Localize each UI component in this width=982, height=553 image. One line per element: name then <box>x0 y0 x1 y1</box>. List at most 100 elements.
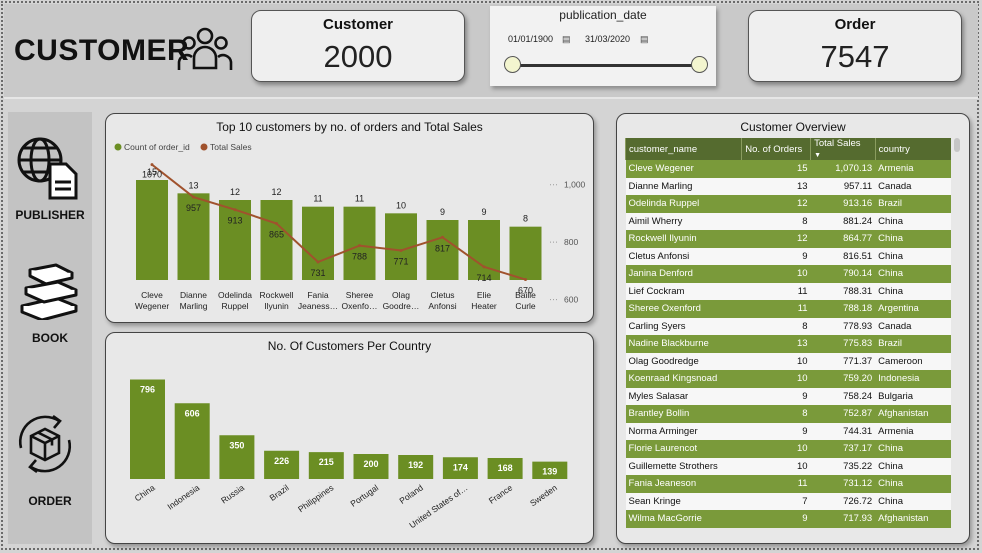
total-sales-cell: 758.24 <box>810 387 876 405</box>
line-data-label: 913 <box>227 216 242 226</box>
sidebar-item-publisher[interactable]: PUBLISHER <box>15 208 85 222</box>
slicer-track[interactable] <box>512 64 700 67</box>
x-tick-label: Sheree <box>346 290 374 300</box>
bar-country[interactable] <box>487 458 523 479</box>
table-row[interactable]: Sean Kringe 7 726.72 China <box>625 492 951 510</box>
table-row[interactable]: Florie Laurencot 10 737.17 China <box>625 440 951 458</box>
bar-order-count[interactable] <box>302 206 334 280</box>
bar-country[interactable] <box>264 450 300 479</box>
bar-data-label: 10 <box>396 200 406 210</box>
calendar-icon[interactable]: ▤ <box>640 34 649 44</box>
total-sales-line[interactable] <box>151 163 526 281</box>
country-cell: China <box>875 457 951 475</box>
bar-order-count[interactable] <box>219 200 251 280</box>
table-scrollbar[interactable] <box>954 138 960 152</box>
line-point[interactable] <box>441 235 444 239</box>
bar-country[interactable] <box>174 403 210 479</box>
line-point[interactable] <box>399 249 403 253</box>
table-row[interactable]: Lief Cockram 11 788.31 China <box>625 282 951 300</box>
table-row[interactable]: Myles Salasar 9 758.24 Bulgaria <box>625 387 951 405</box>
legend-marker-sales <box>200 143 208 151</box>
bar-order-count[interactable] <box>260 200 293 280</box>
table-row[interactable]: Brantley Bollin 8 752.87 Afghanistan <box>625 405 951 423</box>
customer-name-cell: Guillemette Strothers <box>625 457 742 475</box>
people-icon <box>177 27 233 70</box>
bar-country[interactable] <box>219 435 255 479</box>
x-tick-label: Russia <box>219 482 246 505</box>
table-row[interactable]: Sheree Oxenford 11 788.18 Argentina <box>625 300 951 318</box>
table-row[interactable]: Odelinda Ruppel 12 913.16 Brazil <box>625 195 951 213</box>
table-row[interactable]: Koenraad Kingsnoad 10 759.20 Indonesia <box>625 370 951 388</box>
order-count-cell: 10 <box>741 440 811 458</box>
bar-order-count[interactable] <box>177 193 210 280</box>
customer-name-cell: Dianne Marling <box>625 177 742 195</box>
bar-country[interactable] <box>532 461 568 479</box>
bar-order-count[interactable] <box>426 220 459 280</box>
table-row[interactable]: Dianne Marling 13 957.11 Canada <box>625 177 951 195</box>
slicer-end-handle[interactable] <box>691 56 708 73</box>
publisher-icon[interactable] <box>14 134 80 200</box>
slicer-start-handle[interactable] <box>504 56 521 73</box>
line-point[interactable] <box>316 260 320 264</box>
slicer-end-date[interactable]: 31/03/2020 <box>585 34 631 44</box>
legend-label: Total Sales <box>210 142 252 152</box>
order-icon[interactable] <box>9 408 81 480</box>
x-tick-label: Goodre… <box>383 301 420 311</box>
total-sales-cell: 788.31 <box>810 282 876 300</box>
sidebar-nav: PUBLISHER BOOK ORDER <box>8 112 92 544</box>
x-tick-label: Rockwell <box>259 290 293 300</box>
total-sales-cell: 881.24 <box>810 212 876 230</box>
sidebar-item-book[interactable]: BOOK <box>32 331 68 345</box>
column-header[interactable]: Total Sales ▼ <box>810 138 876 160</box>
order-count-cell: 11 <box>741 475 811 493</box>
x-tick-label: Elie <box>477 290 491 300</box>
bar-order-count[interactable] <box>136 180 168 280</box>
book-icon[interactable] <box>18 262 80 320</box>
table-row[interactable]: Cletus Anfonsi 9 816.51 China <box>625 247 951 265</box>
calendar-icon[interactable]: ▤ <box>562 34 571 44</box>
bar-order-count[interactable] <box>343 206 376 280</box>
bar-country[interactable] <box>130 379 165 480</box>
top-customers-chart: Count of order_id Total Sales 1,000 800 600 1… <box>114 142 586 311</box>
table-row[interactable]: Guillemette Strothers 10 735.22 China <box>625 457 951 475</box>
table-row[interactable]: Nadine Blackburne 13 775.83 Brazil <box>625 335 951 353</box>
table-row[interactable]: Norma Arminger 9 744.31 Armenia <box>625 422 951 440</box>
table-row[interactable]: Rockwell Ilyunin 12 864.77 China <box>625 230 951 248</box>
bar-country[interactable] <box>442 457 478 479</box>
line-point[interactable] <box>482 265 486 269</box>
bar-country[interactable] <box>353 454 389 479</box>
country-cell: China <box>875 247 951 265</box>
customer-name-cell: Janina Denford <box>625 265 742 283</box>
line-point[interactable] <box>192 195 195 199</box>
publication-date-slicer[interactable]: publication_date 01/01/1900 ▤ 31/03/2020… <box>490 6 716 86</box>
sort-desc-icon[interactable]: ▼ <box>814 152 822 159</box>
table-row[interactable]: Fania Jeaneson 11 731.12 China <box>625 475 951 493</box>
slicer-start-date[interactable]: 01/01/1900 <box>508 34 554 44</box>
table-header-row: customer_name No. of Orders Total Sales ▼… <box>624 138 951 160</box>
line-point[interactable] <box>233 208 237 212</box>
table-row[interactable]: Olag Goodredge 10 771.37 Cameroon <box>625 352 951 370</box>
column-header[interactable]: customer_name <box>624 138 742 160</box>
line-point[interactable] <box>358 244 361 248</box>
column-header[interactable]: No. of Orders <box>741 138 811 160</box>
country-cell: Brazil <box>875 335 951 353</box>
table-row[interactable]: Wilma MacGorrie 9 717.93 Afghanistan <box>625 510 951 528</box>
sidebar-item-order[interactable]: ORDER <box>28 494 72 508</box>
line-point[interactable] <box>524 278 527 282</box>
table-row[interactable]: Cleve Wegener 15 1,070.13 Armenia <box>625 160 951 178</box>
line-point[interactable] <box>275 222 278 226</box>
table-row[interactable]: Aimil Wherry 8 881.24 China <box>625 212 951 230</box>
column-header[interactable]: country <box>874 138 951 160</box>
bar-order-count[interactable] <box>509 226 542 280</box>
country-cell: Canada <box>875 317 951 335</box>
country-cell: Canada <box>875 177 951 195</box>
table-row[interactable]: Janina Denford 10 790.14 China <box>625 265 951 283</box>
order-count-cell: 10 <box>741 352 811 370</box>
table-row[interactable]: Carling Syers 8 778.93 Canada <box>625 317 951 335</box>
order-card-value: 7547 <box>820 39 890 74</box>
line-point[interactable] <box>150 163 154 167</box>
bar-country[interactable] <box>308 452 344 479</box>
order-count-cell: 9 <box>741 510 811 528</box>
bar-country[interactable] <box>398 455 434 479</box>
x-tick-label: France <box>487 482 515 506</box>
